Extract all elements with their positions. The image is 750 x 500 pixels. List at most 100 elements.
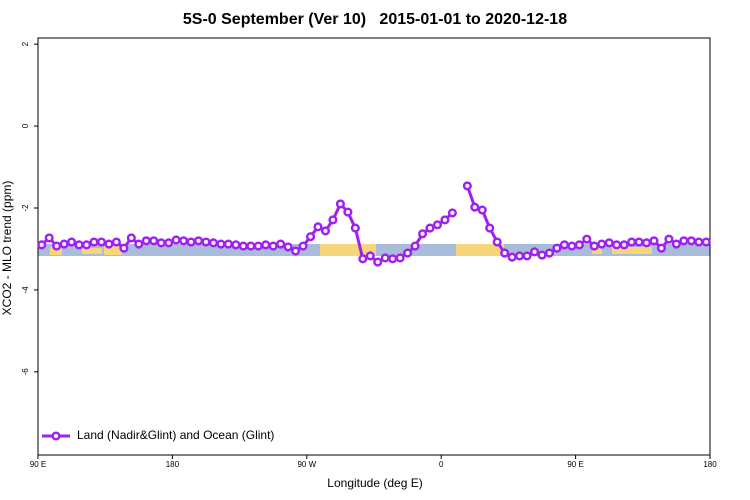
data-point [365, 251, 375, 261]
data-point [111, 237, 121, 247]
data-point [634, 237, 644, 247]
data-point [141, 236, 151, 246]
land-patch [82, 248, 102, 254]
data-point [440, 215, 450, 225]
data-point [193, 236, 204, 246]
data-point [604, 238, 614, 248]
data-point [380, 253, 390, 263]
data-point [410, 241, 420, 251]
data-point [612, 240, 622, 250]
data-point [522, 251, 532, 261]
y-tick-label: 2 [21, 41, 30, 46]
legend-label: Land (Nadir&Glint) and Ocean (Glint) [77, 428, 274, 442]
y-tick-label: -2 [21, 204, 30, 212]
data-point [67, 237, 77, 247]
data-point [544, 248, 555, 258]
data-point [574, 240, 584, 250]
data-point [485, 223, 495, 233]
data-point [216, 239, 226, 249]
land-patch [50, 247, 62, 255]
data-point [81, 240, 92, 250]
x-tick-label: 90 E [567, 460, 583, 469]
data-point [261, 240, 271, 250]
data-point [567, 241, 577, 251]
data-point [552, 243, 562, 253]
data-point [126, 233, 136, 243]
data-point [253, 241, 263, 251]
x-tick-label: 90 W [297, 460, 316, 469]
data-point [656, 243, 667, 253]
data-point [358, 254, 368, 264]
data-point [447, 208, 457, 218]
x-tick-label: 180 [166, 460, 180, 469]
data-point [529, 247, 540, 257]
data-point [470, 202, 480, 212]
data-point [373, 257, 383, 267]
land-patch [592, 246, 602, 254]
land-patch [456, 244, 504, 256]
y-axis-label: XCO2 - MLO trend (ppm) [0, 181, 14, 316]
data-point [395, 253, 405, 263]
data-point [701, 237, 711, 247]
data-point [171, 235, 181, 245]
data-point [597, 239, 607, 249]
data-point [432, 220, 443, 230]
data-point [276, 239, 286, 249]
data-point [186, 237, 196, 247]
legend-marker [51, 431, 61, 441]
data-point [291, 246, 301, 256]
data-point [246, 241, 256, 251]
data-point [649, 236, 659, 246]
data-point [305, 232, 316, 242]
data-point [417, 229, 428, 239]
chart-title: 5S-0 September (Ver 10) 2015-01-01 to 20… [183, 11, 567, 28]
data-point [492, 237, 502, 247]
data-point [350, 223, 360, 233]
data-point [223, 239, 233, 249]
data-point [134, 239, 144, 249]
data-point [44, 233, 54, 243]
y-tick-label: 0 [21, 123, 30, 128]
x-tick-label: 90 E [30, 460, 46, 469]
data-point [619, 240, 629, 250]
data-point [582, 234, 592, 244]
data-point [343, 207, 353, 217]
data-point [119, 243, 129, 253]
data-point [149, 236, 159, 246]
data-point [104, 239, 114, 249]
data-point [37, 240, 47, 250]
data-point [164, 238, 174, 248]
data-point [335, 199, 345, 209]
data-point [298, 241, 308, 251]
data-point [74, 240, 84, 250]
data-point [627, 237, 637, 247]
y-tick-label: -4 [21, 286, 30, 294]
data-point [694, 237, 704, 247]
data-point [201, 237, 211, 247]
data-point [507, 252, 517, 262]
data-point [156, 238, 166, 248]
data-point [283, 242, 293, 252]
data-point [671, 239, 681, 249]
data-point [686, 236, 696, 246]
data-point [238, 241, 248, 251]
data-point [388, 254, 398, 264]
data-point [320, 226, 331, 236]
x-axis-label: Longitude (deg E) [327, 476, 422, 490]
y-tick-label: -6 [21, 368, 30, 376]
data-point [537, 250, 547, 260]
data-point [500, 248, 510, 258]
data-point [559, 240, 569, 250]
x-tick-label: 0 [439, 460, 444, 469]
data-point [231, 240, 241, 250]
data-point [403, 248, 413, 258]
data-point [52, 241, 62, 251]
data-point [515, 251, 525, 261]
x-tick-label: 180 [703, 460, 717, 469]
data-point [208, 238, 219, 248]
data-point [589, 241, 599, 251]
data-point [425, 223, 435, 233]
data-point [179, 236, 189, 246]
data-point [313, 222, 323, 232]
land-patch [612, 247, 652, 254]
